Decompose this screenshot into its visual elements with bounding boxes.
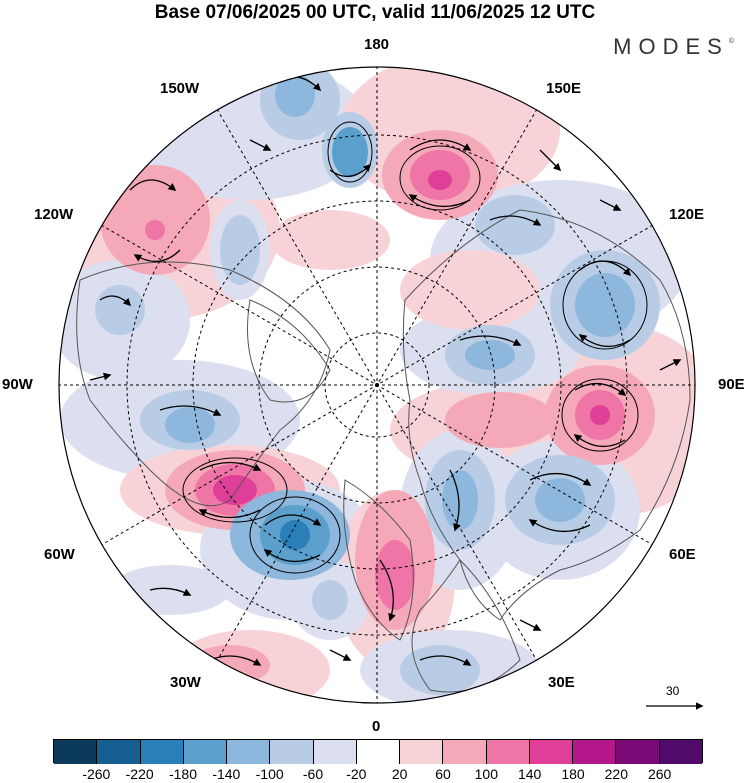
colorbar-swatch [486, 740, 530, 764]
colorbar-tick-label: 20 [391, 766, 408, 782]
north-pole-marker [375, 383, 379, 387]
contours [182, 121, 648, 574]
colorbar-swatch [227, 740, 271, 764]
lon-label-150e: 150E [546, 80, 582, 97]
colorbar-tick-label: -60 [302, 766, 324, 782]
colorbar-tick-label: 260 [647, 766, 672, 782]
colorbar [53, 739, 703, 764]
colorbar-swatch [400, 740, 444, 764]
lon-label-60w: 60W [44, 546, 75, 563]
colorbar-tick-label: -220 [125, 766, 154, 782]
colorbar-tick-label: 180 [561, 766, 585, 782]
lon-label-120e: 120E [669, 206, 705, 223]
lon-label-0: 0 [372, 718, 381, 735]
colorbar-swatch [97, 740, 141, 764]
map-boundary [58, 66, 696, 704]
colorbar-swatch [616, 740, 660, 764]
colorbar-swatch [313, 740, 357, 764]
lon-label-180: 180 [364, 36, 390, 53]
colorbar-swatch [140, 740, 184, 764]
colorbar-swatch [356, 740, 401, 764]
reference-vector-label: 30 [666, 684, 680, 698]
colorbar-swatch [270, 740, 314, 764]
colorbar-swatch [443, 740, 487, 764]
lon-label-30e: 30E [548, 674, 575, 691]
brand-logo: MODES© [613, 34, 734, 60]
lon-label-120w: 120W [34, 206, 74, 223]
colorbar-tick-label: 60 [435, 766, 451, 782]
colorbar-swatch [573, 740, 617, 764]
colorbar-swatch [529, 740, 574, 764]
colorbar-swatch [54, 740, 98, 764]
lon-label-90w: 90W [2, 376, 33, 393]
lon-label-90e: 90E [718, 376, 745, 393]
lon-label-60e: 60E [669, 546, 696, 563]
colorbar-tick-label: -100 [255, 766, 284, 782]
colorbar-swatch [183, 740, 228, 764]
brand-text: MODES [613, 34, 729, 59]
copyright-icon: © [728, 38, 734, 45]
coastlines [76, 209, 691, 693]
colorbar-tick-label: 100 [474, 766, 498, 782]
colorbar-tick-label: -180 [168, 766, 198, 782]
colorbar-swatch [659, 740, 702, 764]
colorbar-tick-label: -140 [212, 766, 241, 782]
lon-label-30w: 30W [170, 674, 201, 691]
colorbar-tick-label: -260 [82, 766, 111, 782]
map-title: Base 07/06/2025 00 UTC, valid 11/06/2025… [154, 2, 596, 23]
colorbar-tick-label: 220 [604, 766, 628, 782]
colorbar-tick-label: -20 [346, 766, 367, 782]
colorbar-tick-label: 140 [517, 766, 542, 782]
lon-label-150w: 150W [160, 80, 200, 97]
